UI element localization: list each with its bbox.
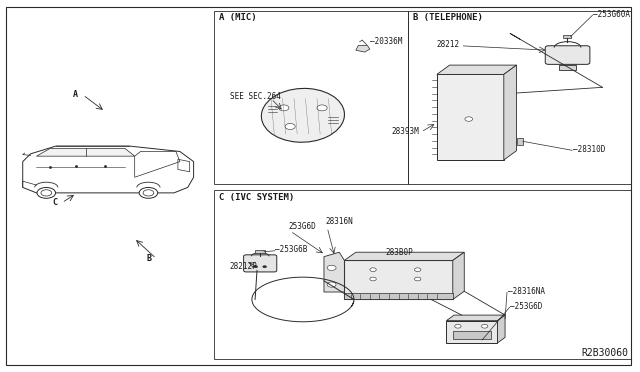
Text: B: B bbox=[147, 254, 152, 263]
Bar bbox=[214, 11, 408, 184]
Text: 28212: 28212 bbox=[436, 40, 459, 49]
Circle shape bbox=[370, 268, 376, 272]
Text: —253G60A: —253G60A bbox=[593, 10, 630, 19]
Polygon shape bbox=[36, 148, 134, 156]
Circle shape bbox=[415, 268, 421, 272]
Polygon shape bbox=[504, 65, 516, 160]
Circle shape bbox=[454, 324, 461, 328]
Text: SEE SEC.264: SEE SEC.264 bbox=[230, 92, 280, 100]
Polygon shape bbox=[324, 252, 344, 292]
Circle shape bbox=[317, 105, 327, 111]
Text: —28316NA: —28316NA bbox=[508, 287, 545, 296]
Text: B (TELEPHONE): B (TELEPHONE) bbox=[413, 13, 483, 22]
Circle shape bbox=[263, 266, 267, 268]
Circle shape bbox=[278, 105, 289, 111]
Polygon shape bbox=[452, 252, 464, 299]
FancyBboxPatch shape bbox=[244, 255, 276, 272]
Text: 28393M: 28393M bbox=[392, 127, 420, 136]
Bar bbox=[214, 190, 631, 359]
Polygon shape bbox=[447, 315, 505, 321]
Circle shape bbox=[139, 187, 157, 198]
Text: 283B0P: 283B0P bbox=[385, 248, 413, 257]
Text: 253G6D: 253G6D bbox=[288, 222, 316, 231]
Circle shape bbox=[327, 282, 336, 287]
Text: —28310D: —28310D bbox=[573, 145, 605, 154]
Circle shape bbox=[465, 117, 472, 121]
Polygon shape bbox=[497, 315, 505, 343]
Bar bbox=[344, 293, 452, 299]
Polygon shape bbox=[447, 321, 497, 343]
Circle shape bbox=[327, 265, 336, 270]
Circle shape bbox=[481, 324, 488, 328]
Bar bbox=[516, 138, 523, 145]
Bar bbox=[559, 65, 576, 70]
Text: —253G6D: —253G6D bbox=[510, 302, 543, 311]
Text: A: A bbox=[74, 90, 78, 99]
Polygon shape bbox=[356, 45, 370, 52]
Text: A (MIC): A (MIC) bbox=[219, 13, 257, 22]
Circle shape bbox=[370, 277, 376, 281]
Text: R2B30060: R2B30060 bbox=[581, 348, 628, 358]
FancyBboxPatch shape bbox=[545, 46, 590, 64]
Circle shape bbox=[143, 190, 154, 196]
Polygon shape bbox=[437, 65, 516, 74]
Circle shape bbox=[285, 124, 295, 129]
Text: —253G6B: —253G6B bbox=[275, 245, 308, 254]
Text: 28316N: 28316N bbox=[325, 217, 353, 226]
Text: —20336M: —20336M bbox=[370, 37, 403, 46]
Bar bbox=[437, 74, 504, 160]
Circle shape bbox=[254, 266, 258, 268]
Circle shape bbox=[415, 277, 421, 281]
Circle shape bbox=[41, 190, 52, 196]
Circle shape bbox=[37, 187, 56, 198]
Text: 28212P: 28212P bbox=[230, 262, 257, 270]
Bar bbox=[255, 250, 266, 253]
Bar bbox=[344, 260, 452, 299]
Bar bbox=[563, 35, 571, 38]
Polygon shape bbox=[344, 252, 464, 260]
Bar bbox=[452, 331, 491, 339]
Ellipse shape bbox=[261, 89, 344, 142]
Text: C (IVC SYSTEM): C (IVC SYSTEM) bbox=[219, 193, 294, 202]
Text: C: C bbox=[52, 198, 58, 207]
Bar bbox=[408, 11, 631, 184]
